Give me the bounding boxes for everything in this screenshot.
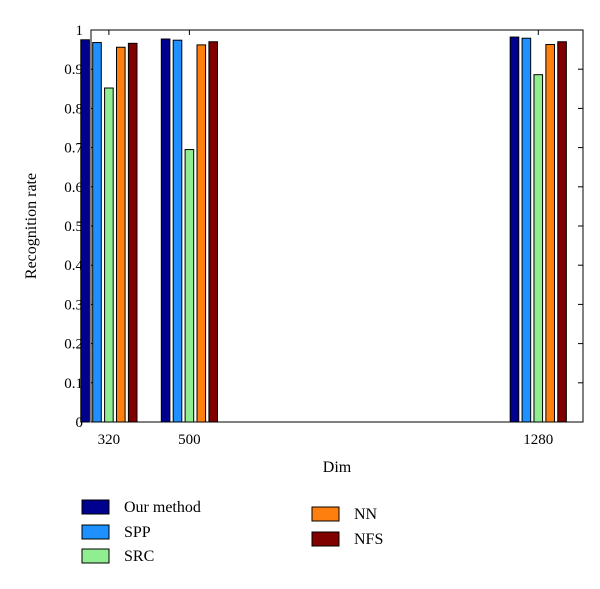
x-tick-label: 320 [98,432,121,448]
plot-frame [90,29,584,423]
legend-swatch [81,524,110,540]
x-axis-ticks: 320 500 1280 [98,30,553,448]
bar-spp-320 [92,42,102,423]
legend: Our method SPP SRC NN NFS [81,499,383,565]
legend-swatch [311,531,340,547]
bar-nfs-500 [208,41,218,423]
x-axis-label: Dim [323,459,352,476]
legend-label: NFS [354,531,383,548]
bar-our-method-320 [80,39,90,423]
bar-our-method-500 [160,38,171,423]
y-axis-ticks: 0 0.1 0.2 0.3 0.4 0.5 0.6 0.7 0.8 0.9 1 [64,23,583,431]
y-tick-label: 0.1 [64,376,83,392]
y-tick-label: 0 [76,415,84,431]
y-tick-label: 0.4 [64,258,83,274]
bar-nfs-1280 [557,41,567,423]
legend-swatch [311,506,340,522]
bar-nfs-320 [127,42,138,423]
y-tick-label: 0.2 [64,337,83,353]
x-tick-label: 1280 [523,432,553,448]
y-tick-label: 0.8 [64,101,83,117]
bar-src-1280 [533,74,544,423]
y-tick-label: 0.5 [64,219,83,235]
bar-nn-1280 [545,44,555,423]
x-tick-label: 500 [178,432,201,448]
bar-spp-500 [172,39,183,423]
bar-nn-500 [196,44,207,423]
y-tick-label: 0.6 [64,180,83,196]
bar-src-320 [104,87,114,423]
bar-our-method-1280 [509,36,520,423]
bar-spp-1280 [521,37,532,423]
legend-label: SPP [124,524,151,541]
y-tick-label: 0.7 [64,141,83,157]
legend-label: Our method [124,499,201,516]
bar-src-500 [184,149,195,423]
y-tick-label: 0.9 [64,62,83,78]
y-axis-label: Recognition rate [23,173,40,279]
legend-swatch [81,499,110,515]
y-tick-label: 0.3 [64,297,83,313]
y-tick-label: 1 [76,23,84,39]
bar-nn-320 [115,46,126,423]
legend-label: NN [354,506,378,523]
bars [80,36,567,423]
legend-label: SRC [124,548,154,565]
legend-swatch [81,548,110,564]
